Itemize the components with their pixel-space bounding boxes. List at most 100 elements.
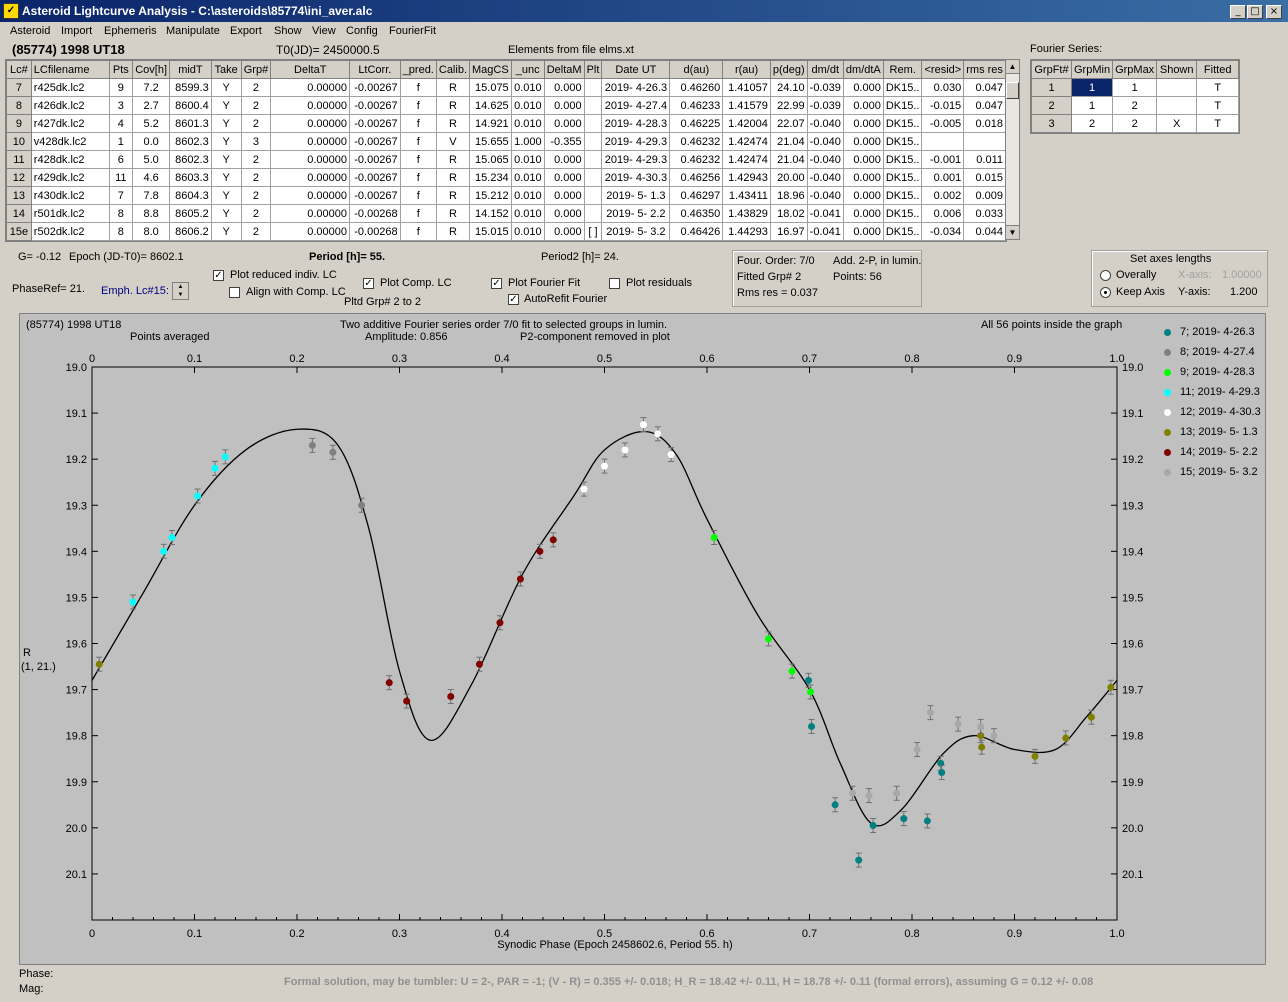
table-cell[interactable]: 0.000 <box>543 78 585 97</box>
table-cell[interactable]: 8.8 <box>132 204 171 223</box>
column-header[interactable]: dm/dt <box>806 60 844 79</box>
table-cell[interactable]: 8601.3 <box>169 114 212 133</box>
table-cell[interactable]: 1.42004 <box>722 114 771 133</box>
table-cell[interactable]: R <box>435 114 471 133</box>
table-cell[interactable]: 0.000 <box>842 114 884 133</box>
table-cell[interactable]: 8600.4 <box>169 96 212 115</box>
menu-ephemeris[interactable]: Ephemeris <box>104 25 157 37</box>
table-cell[interactable]: 2 <box>1112 114 1158 133</box>
lc-table-scrollbar[interactable]: ▲ ▼ <box>1005 59 1020 240</box>
table-cell[interactable]: 0.00000 <box>270 150 350 169</box>
table-cell[interactable] <box>583 186 603 205</box>
table-cell[interactable]: 2 <box>1070 114 1114 133</box>
table-cell[interactable]: 0.047 <box>963 96 1006 115</box>
table-cell[interactable]: 0.010 <box>510 96 545 115</box>
column-header[interactable]: Cov[h] <box>132 60 171 79</box>
table-cell[interactable]: T <box>1196 78 1240 97</box>
plot-comp-checkbox[interactable]: ✓ <box>363 278 374 289</box>
column-header[interactable]: r(au) <box>722 60 771 79</box>
table-cell[interactable]: 15.234 <box>469 168 512 187</box>
table-cell[interactable]: 8602.3 <box>169 150 212 169</box>
table-cell[interactable]: 8604.3 <box>169 186 212 205</box>
table-cell[interactable] <box>963 132 1006 151</box>
table-cell[interactable] <box>583 150 603 169</box>
table-cell[interactable]: Y <box>210 78 242 97</box>
table-cell[interactable]: 0.044 <box>963 222 1006 241</box>
table-cell[interactable]: 11 <box>108 168 134 187</box>
table-cell[interactable] <box>583 78 603 97</box>
table-cell[interactable]: 0.010 <box>510 114 545 133</box>
table-cell[interactable]: -0.00267 <box>348 78 401 97</box>
row-header[interactable]: 9 <box>6 114 32 133</box>
table-cell[interactable]: Y <box>210 204 242 223</box>
table-cell[interactable]: 3 <box>108 96 134 115</box>
table-cell[interactable]: 2 <box>240 114 272 133</box>
table-cell[interactable]: 0.46233 <box>669 96 724 115</box>
column-header[interactable]: LtCorr. <box>348 60 401 79</box>
table-cell[interactable]: R <box>435 204 471 223</box>
column-header[interactable]: dm/dtA <box>842 60 884 79</box>
table-cell[interactable]: 2 <box>240 78 272 97</box>
table-cell[interactable]: 15.065 <box>469 150 512 169</box>
row-header[interactable]: 13 <box>6 186 32 205</box>
table-cell[interactable]: -0.040 <box>806 168 844 187</box>
table-cell[interactable]: r429dk.lc2 <box>30 168 110 187</box>
table-cell[interactable]: 2019- 4-28.3 <box>601 114 671 133</box>
lightcurve-chart[interactable]: 0 0 0.1 0.1 0.2 0.2 0.3 0.3 0.4 0.4 0.5 0.5 0.6 0.6 0.… <box>20 314 1265 964</box>
table-cell[interactable]: 2 <box>240 168 272 187</box>
column-header[interactable]: Grp# <box>240 60 272 79</box>
table-cell[interactable]: Y <box>210 150 242 169</box>
table-cell[interactable]: 2019- 5- 1.3 <box>601 186 671 205</box>
table-cell[interactable]: 0.002 <box>921 186 965 205</box>
table-cell[interactable]: -0.00267 <box>348 168 401 187</box>
table-cell[interactable]: 0.000 <box>543 96 585 115</box>
table-cell[interactable]: 0.00000 <box>270 168 350 187</box>
column-header[interactable]: rms res <box>963 60 1006 79</box>
table-cell[interactable]: 0.033 <box>963 204 1006 223</box>
table-cell[interactable]: -0.041 <box>806 222 844 241</box>
table-cell[interactable]: 0.010 <box>510 78 545 97</box>
table-cell[interactable]: 0.018 <box>963 114 1006 133</box>
table-cell[interactable]: Y <box>210 114 242 133</box>
table-cell[interactable]: -0.00268 <box>348 204 401 223</box>
x-axis-value[interactable]: 1.00000 <box>1222 269 1262 281</box>
table-cell[interactable]: 0.000 <box>543 204 585 223</box>
table-cell[interactable]: 0.46426 <box>669 222 724 241</box>
column-header[interactable]: <resid> <box>921 60 965 79</box>
table-cell[interactable]: 14.625 <box>469 96 512 115</box>
table-cell[interactable]: 0.46232 <box>669 150 724 169</box>
table-cell[interactable]: 0.000 <box>543 114 585 133</box>
table-cell[interactable]: 22.07 <box>769 114 808 133</box>
table-cell[interactable]: 7 <box>108 186 134 205</box>
column-header[interactable]: Date UT <box>601 60 671 79</box>
table-cell[interactable] <box>583 168 603 187</box>
table-cell[interactable]: 1.42943 <box>722 168 771 187</box>
row-header[interactable]: 3 <box>1031 114 1072 133</box>
table-cell[interactable]: 15.655 <box>469 132 512 151</box>
table-cell[interactable]: f <box>399 204 437 223</box>
row-header[interactable]: 12 <box>6 168 32 187</box>
table-row[interactable]: 9 r427dk.lc2 4 5.2 8601.3 Y 2 0.00000 -0.00267 f R… <box>6 114 1006 133</box>
row-header[interactable]: 8 <box>6 96 32 115</box>
table-cell[interactable]: 0.46350 <box>669 204 724 223</box>
table-cell[interactable]: 2019- 5- 2.2 <box>601 204 671 223</box>
table-cell[interactable]: 0.000 <box>842 132 884 151</box>
overally-radio[interactable] <box>1100 270 1111 281</box>
table-cell[interactable]: 1.41057 <box>722 78 771 97</box>
table-cell[interactable]: f <box>399 150 437 169</box>
table-cell[interactable]: 1.000 <box>510 132 545 151</box>
table-cell[interactable]: -0.00267 <box>348 186 401 205</box>
table-cell[interactable]: 15.075 <box>469 78 512 97</box>
table-cell[interactable]: 0.030 <box>921 78 965 97</box>
table-row[interactable]: 15e r502dk.lc2 8 8.0 8606.2 Y 2 0.00000 -0.00268… <box>6 222 1006 241</box>
table-cell[interactable] <box>583 204 603 223</box>
table-cell[interactable]: 2.7 <box>132 96 171 115</box>
table-cell[interactable]: -0.355 <box>543 132 585 151</box>
table-cell[interactable]: 0.00000 <box>270 222 350 241</box>
table-cell[interactable]: 0.000 <box>543 168 585 187</box>
table-cell[interactable]: 8 <box>108 222 134 241</box>
autorefit-checkbox[interactable]: ✓ <box>508 294 519 305</box>
